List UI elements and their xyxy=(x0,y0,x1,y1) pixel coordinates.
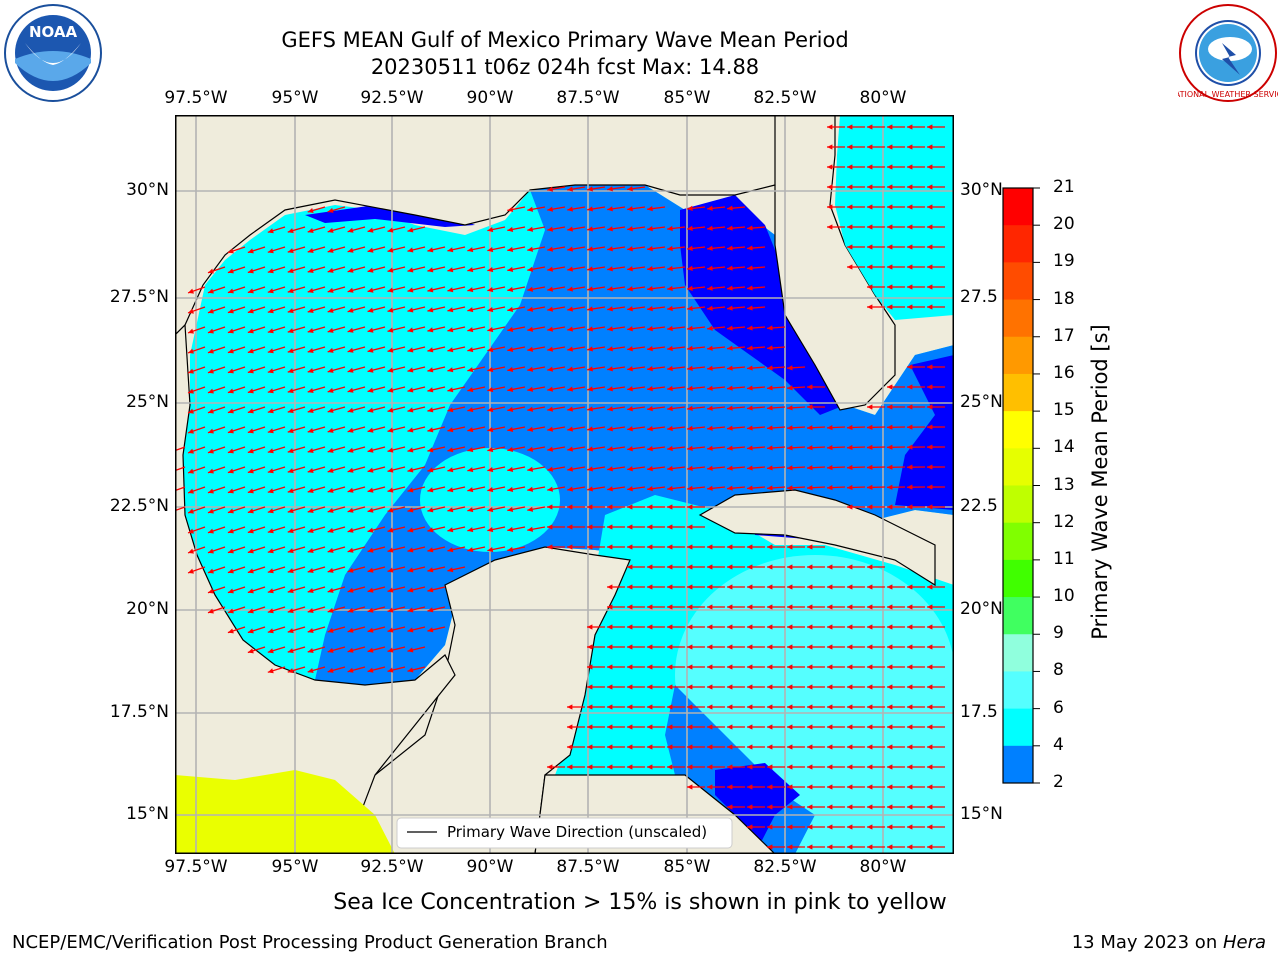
lon-label-top: 82.5°W xyxy=(753,88,817,108)
colorbar-label: Primary Wave Mean Period [s] xyxy=(1088,324,1112,640)
colorbar-tick-label: 6 xyxy=(1053,697,1064,718)
colorbar-tick-label: 4 xyxy=(1053,734,1064,755)
colorbar-tick-label: 17 xyxy=(1053,325,1075,346)
colorbar-segment xyxy=(1003,299,1033,338)
lat-label-left: 17.5°N xyxy=(109,702,169,722)
lon-label-top: 87.5°W xyxy=(556,88,620,108)
colorbar-tick-label: 18 xyxy=(1053,288,1075,309)
colorbar-segment xyxy=(1003,188,1033,226)
lon-label-bottom: 90°W xyxy=(466,857,514,877)
plot-subtitle: 20230511 t06z 024h fcst Max: 14.88 xyxy=(370,55,760,79)
lon-label-bottom: 85°W xyxy=(663,857,711,877)
colorbar-tick-label: 11 xyxy=(1053,548,1075,569)
lat-label-right: 22.5 xyxy=(960,496,998,516)
lat-label-left: 25°N xyxy=(126,392,169,412)
lat-label-left: 27.5°N xyxy=(109,287,169,307)
colorbar-tick-label: 14 xyxy=(1053,437,1075,458)
colorbar-segment xyxy=(1003,597,1033,635)
lon-label-bottom: 80°W xyxy=(859,857,907,877)
colorbar-segment xyxy=(1003,262,1033,301)
lon-label-top: 97.5°W xyxy=(164,88,228,108)
lat-label-left: 15°N xyxy=(126,804,169,824)
colorbar-tick-label: 16 xyxy=(1053,362,1075,383)
lon-label-bottom: 82.5°W xyxy=(753,857,817,877)
colorbar-segment xyxy=(1003,225,1033,263)
direction-legend: Primary Wave Direction (unscaled) xyxy=(396,817,733,849)
wave-period-map: Primary Wave Direction (unscaled) xyxy=(175,115,954,854)
lat-label-right: 25°N xyxy=(960,392,1003,412)
lat-label-left: 20°N xyxy=(126,599,169,619)
footer-date-text: 13 May 2023 on xyxy=(1071,932,1223,953)
lon-label-bottom: 95°W xyxy=(271,857,319,877)
colorbar-tick-label: 15 xyxy=(1053,400,1075,421)
footer-date: 13 May 2023 on Hera xyxy=(1072,932,1266,953)
straits-period-2-4-region xyxy=(895,355,954,510)
colorbar-segment xyxy=(1003,708,1033,747)
lon-label-top: 85°W xyxy=(663,88,711,108)
colorbar-tick-label: 20 xyxy=(1053,214,1075,235)
lat-label-left: 30°N xyxy=(126,180,169,200)
colorbar-tick-label: 12 xyxy=(1053,511,1075,532)
colorbar-tick-label: 19 xyxy=(1053,251,1075,272)
lat-label-right: 17.5 xyxy=(960,702,998,722)
noaa-logo: NOAA xyxy=(4,4,102,102)
florida-land xyxy=(764,115,896,411)
lon-label-top: 92.5°W xyxy=(360,88,424,108)
lon-label-top: 95°W xyxy=(271,88,319,108)
lat-label-right: 30°N xyxy=(960,180,1003,200)
wave-direction-arrows xyxy=(175,124,946,850)
colorbar-segment xyxy=(1003,448,1033,486)
lon-label-top: 90°W xyxy=(466,88,514,108)
us-gulf-coast-land xyxy=(175,115,776,336)
colorbar-segment xyxy=(1003,671,1033,710)
lat-label-right: 27.5 xyxy=(960,287,998,307)
yucatan-land xyxy=(334,546,631,854)
noaa-logo-text: NOAA xyxy=(29,23,78,41)
florida-shelf-period-2-4-region xyxy=(680,195,845,415)
lat-label-right: 20°N xyxy=(960,599,1003,619)
nws-logo: NATIONAL WEATHER SERVICE xyxy=(1178,4,1278,102)
lat-label-left: 22.5°N xyxy=(109,496,169,516)
colorbar-segment xyxy=(1003,485,1033,524)
colorbar-segment xyxy=(1003,559,1033,598)
sea-ice-note: Sea Ice Concentration > 15% is shown in … xyxy=(333,890,947,915)
colorbar-tick-label: 8 xyxy=(1053,660,1064,681)
colorbar-segment xyxy=(1003,373,1033,412)
sea-ice-region xyxy=(175,770,395,854)
atlantic-period-6-8-region xyxy=(835,115,954,320)
legend-label: Primary Wave Direction (unscaled) xyxy=(447,823,707,841)
colorbar-tick-label: 2 xyxy=(1053,772,1064,792)
caribbean-period-8-9-tail xyxy=(775,675,954,854)
nws-logo-text: NATIONAL WEATHER SERVICE xyxy=(1178,90,1278,99)
colorbar-tick-label: 9 xyxy=(1053,623,1064,644)
footer-credit: NCEP/EMC/Verification Post Processing Pr… xyxy=(12,932,608,953)
plot-title: GEFS MEAN Gulf of Mexico Primary Wave Me… xyxy=(281,28,849,52)
colorbar-segment xyxy=(1003,634,1033,672)
lat-label-right: 15°N xyxy=(960,804,1003,824)
lon-label-bottom: 97.5°W xyxy=(164,857,228,877)
lon-label-bottom: 87.5°W xyxy=(556,857,620,877)
colorbar-segment xyxy=(1003,411,1033,449)
map-grid xyxy=(175,115,954,854)
colorbar-segment xyxy=(1003,336,1033,375)
colorbar xyxy=(1002,187,1040,784)
lon-label-top: 80°W xyxy=(859,88,907,108)
colorbar-tick-label: 10 xyxy=(1053,586,1075,607)
colorbar-tick-label: 21 xyxy=(1053,177,1075,197)
colorbar-tick-label: 13 xyxy=(1053,474,1075,495)
colorbar-segment xyxy=(1003,522,1033,561)
colorbar-segment xyxy=(1003,745,1033,784)
footer-machine: Hera xyxy=(1222,932,1266,953)
lon-label-bottom: 92.5°W xyxy=(360,857,424,877)
